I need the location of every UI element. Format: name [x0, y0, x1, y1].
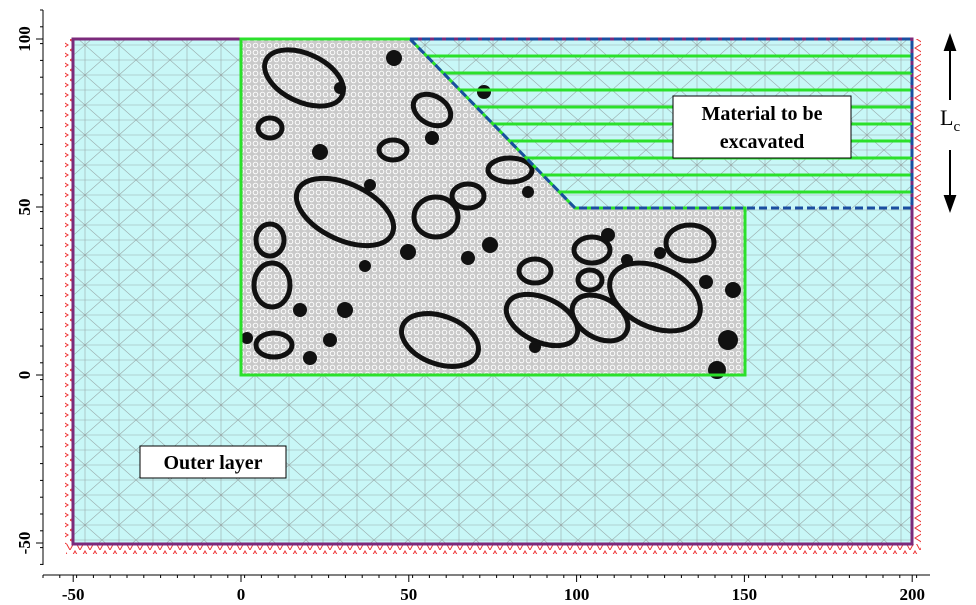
boundary	[71, 37, 914, 546]
label-outer-layer: Outer layer	[163, 452, 262, 474]
lc-main: L	[940, 105, 953, 130]
y-tick-label: 50	[15, 199, 34, 216]
bottom-support	[66, 544, 921, 554]
x-tick-label: -50	[62, 585, 85, 604]
small-blocks	[241, 50, 741, 379]
x-tick-label: 100	[564, 585, 590, 604]
y-tick-label: 100	[15, 26, 34, 52]
inner-zone	[241, 39, 745, 375]
x-tick-label: 150	[732, 585, 758, 604]
label-box	[139, 445, 287, 479]
excavation-boundary	[406, 37, 914, 210]
label-box	[672, 95, 852, 159]
label-lc: Lc	[940, 105, 960, 135]
blocks	[251, 47, 717, 369]
y-tick-label: -50	[15, 532, 34, 555]
right-support	[912, 39, 921, 544]
lc-sub: c	[953, 119, 960, 135]
x-tick-label: 50	[400, 585, 417, 604]
y-tick-label: 0	[15, 371, 34, 380]
label-excavated: excavated	[720, 131, 804, 153]
x-tick-label: 200	[899, 585, 925, 604]
x-tick-label: 0	[237, 585, 246, 604]
lc-arrow	[943, 33, 957, 213]
left-support	[65, 39, 74, 544]
label-excavated: Material to be	[701, 103, 822, 125]
